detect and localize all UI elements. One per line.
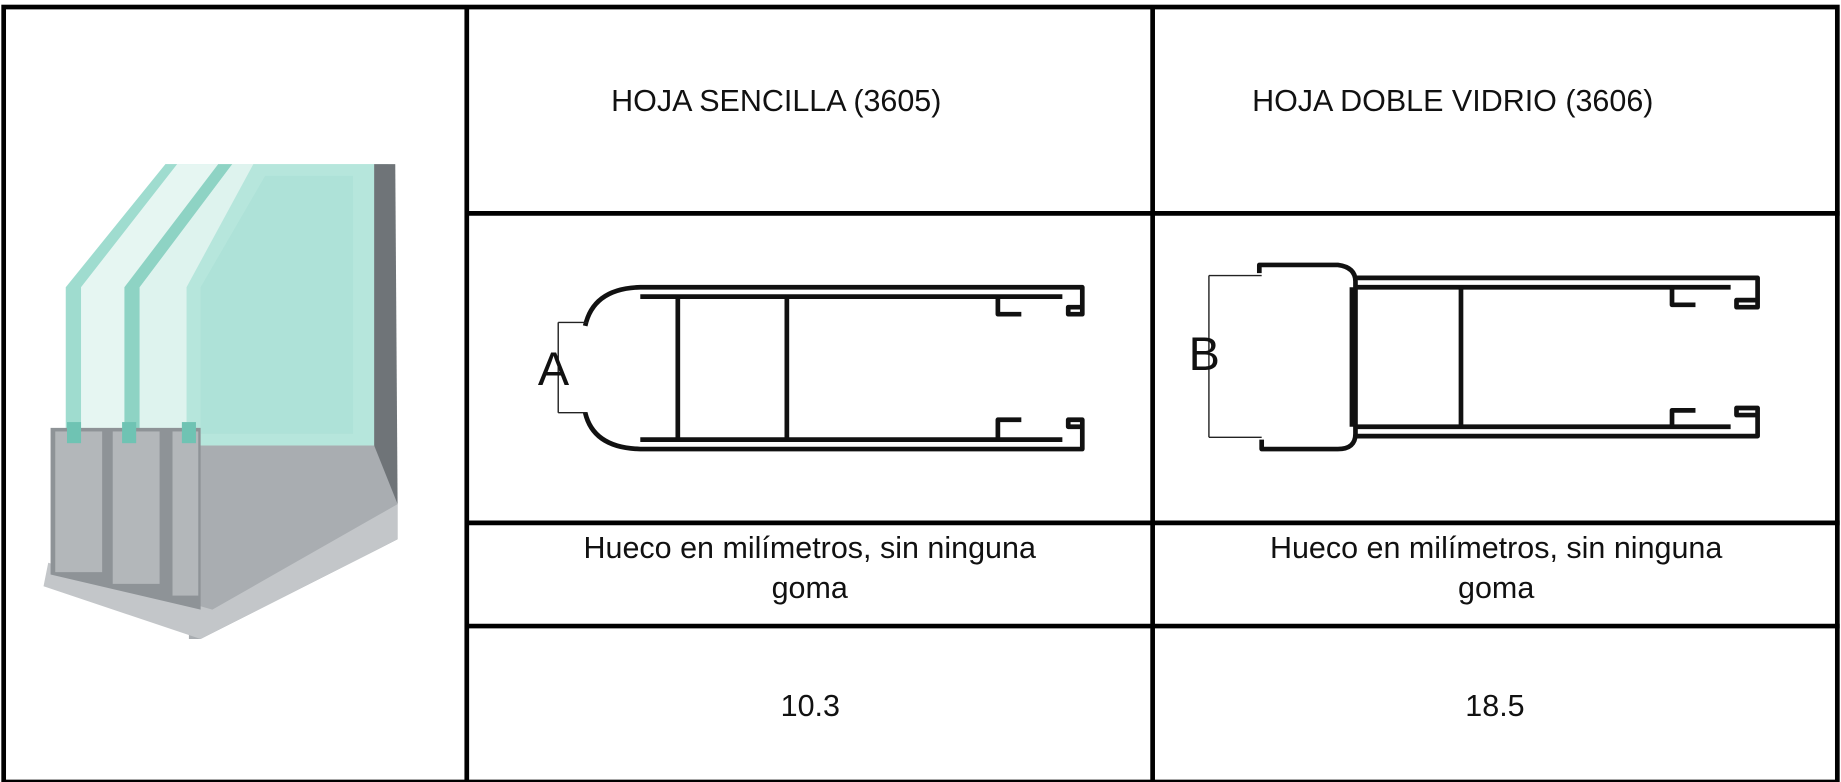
description-cell: Hueco en milímetros, sin ninguna goma	[583, 529, 1036, 605]
profile-a	[557, 284, 1085, 452]
header-3605: HOJA SENCILLA (3605)	[611, 84, 941, 118]
value-3605: 10.3	[781, 689, 840, 723]
dimension-b: B	[1189, 328, 1220, 380]
description-3606: Hueco en milímetros, sin ninguna goma	[1269, 529, 1723, 605]
profile-b	[1208, 262, 1760, 452]
description-cell: Hueco en milímetros, sin ninguna goma	[1269, 529, 1723, 605]
description-3605: Hueco en milímetros, sin ninguna goma	[583, 529, 1036, 605]
table-borders	[1, 4, 1840, 782]
header-3606: HOJA DOBLE VIDRIO (3606)	[1252, 84, 1653, 118]
value-3606: 18.5	[1465, 689, 1524, 723]
dimension-a: A	[538, 343, 570, 395]
window-image	[43, 164, 398, 639]
